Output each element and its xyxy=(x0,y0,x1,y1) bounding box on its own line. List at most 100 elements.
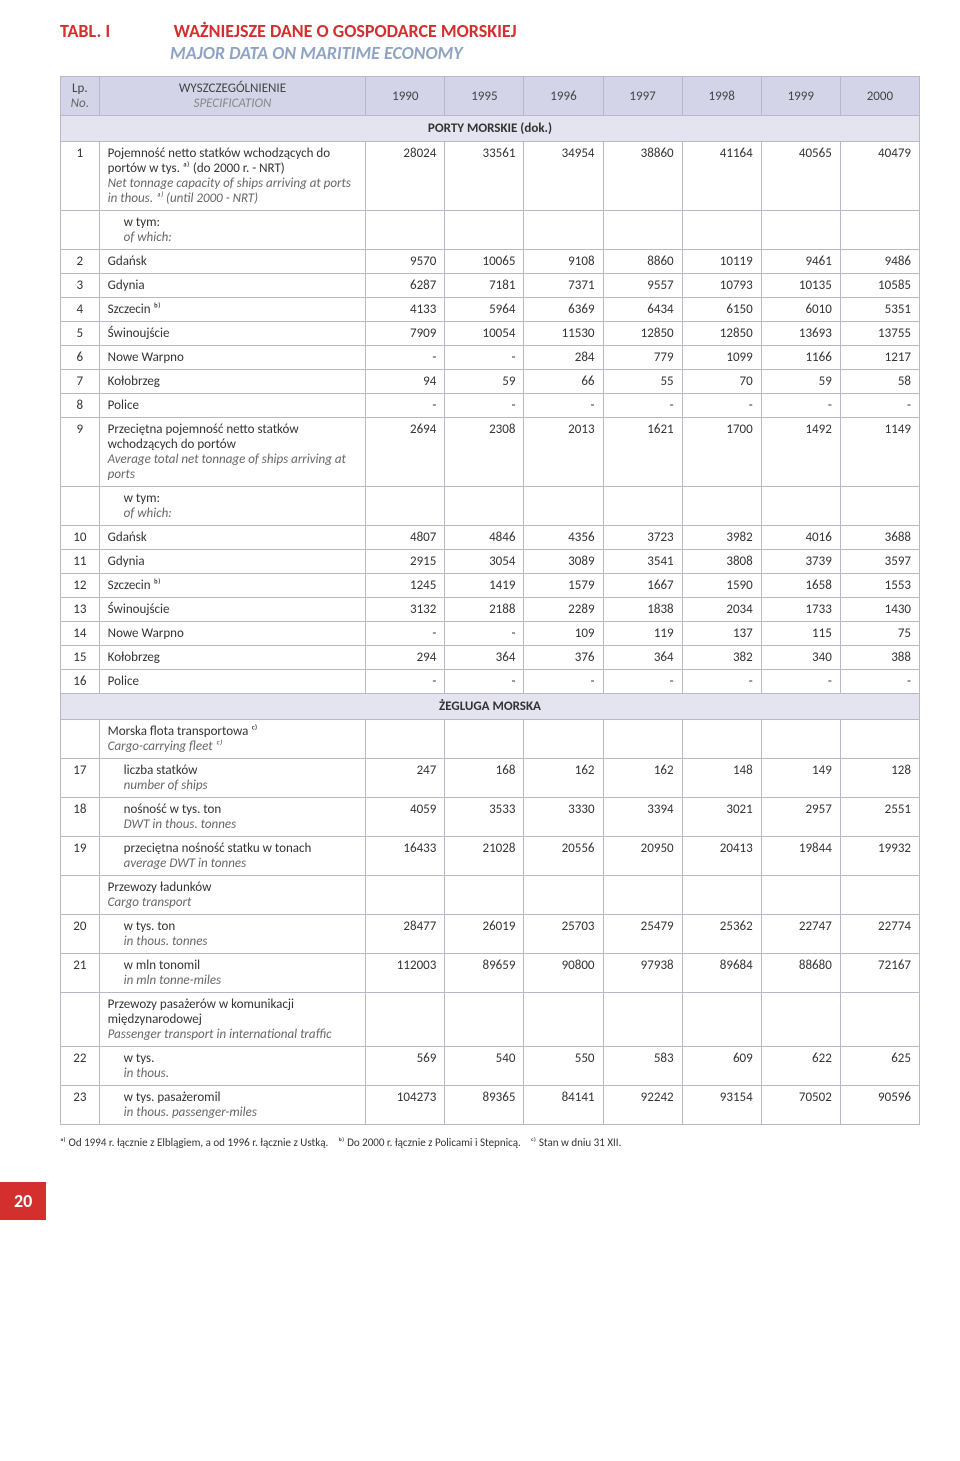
cell-value xyxy=(761,487,840,526)
table-label: TABL. I xyxy=(60,20,170,42)
cell-value: 247 xyxy=(366,759,445,798)
cell-value: 4059 xyxy=(366,798,445,837)
row-lp xyxy=(61,876,100,915)
row-lp xyxy=(61,993,100,1047)
header-year: 1990 xyxy=(366,77,445,116)
cell-value: 7181 xyxy=(445,274,524,298)
cell-value xyxy=(682,876,761,915)
cell-value: 33561 xyxy=(445,142,524,211)
header-year: 1995 xyxy=(445,77,524,116)
cell-value: 148 xyxy=(682,759,761,798)
row-specification: Kołobrzeg xyxy=(99,646,366,670)
table-row: 18nośność w tys. tonDWT in thous. tonnes… xyxy=(61,798,920,837)
cell-value: 1733 xyxy=(761,598,840,622)
cell-value: - xyxy=(366,670,445,694)
cell-value: 2694 xyxy=(366,418,445,487)
cell-value: 168 xyxy=(445,759,524,798)
cell-value: 3739 xyxy=(761,550,840,574)
table-row: w tym:of which: xyxy=(61,487,920,526)
cell-value: 2915 xyxy=(366,550,445,574)
cell-value: 41164 xyxy=(682,142,761,211)
cell-value xyxy=(840,211,919,250)
footnote-a: ᵃ⁾ Od 1994 r. łącznie z Elblągiem, a od … xyxy=(60,1136,328,1149)
cell-value: 59 xyxy=(445,370,524,394)
cell-value xyxy=(366,487,445,526)
cell-value: 779 xyxy=(603,346,682,370)
row-lp: 8 xyxy=(61,394,100,418)
cell-value: 3808 xyxy=(682,550,761,574)
row-specification: liczba statkównumber of ships xyxy=(99,759,366,798)
row-lp: 12 xyxy=(61,574,100,598)
cell-value: 569 xyxy=(366,1047,445,1086)
cell-value: 1838 xyxy=(603,598,682,622)
cell-value xyxy=(840,993,919,1047)
row-specification: w tym:of which: xyxy=(99,211,366,250)
cell-value: 3394 xyxy=(603,798,682,837)
row-specification: nośność w tys. tonDWT in thous. tonnes xyxy=(99,798,366,837)
cell-value: 28024 xyxy=(366,142,445,211)
cell-value: - xyxy=(366,622,445,646)
row-specification: Przewozy pasażerów w komunikacji międzyn… xyxy=(99,993,366,1047)
cell-value: 583 xyxy=(603,1047,682,1086)
cell-value: 6434 xyxy=(603,298,682,322)
page-number: 20 xyxy=(0,1182,46,1220)
cell-value: - xyxy=(366,394,445,418)
cell-value: 4356 xyxy=(524,526,603,550)
cell-value: 59 xyxy=(761,370,840,394)
cell-value: 9557 xyxy=(603,274,682,298)
cell-value: 22747 xyxy=(761,915,840,954)
cell-value xyxy=(524,720,603,759)
cell-value: 10135 xyxy=(761,274,840,298)
header-spec-en: SPECIFICATION xyxy=(106,96,360,111)
cell-value: 11530 xyxy=(524,322,603,346)
cell-value: 26019 xyxy=(445,915,524,954)
section-header-row: PORTY MORSKIE (dok.) xyxy=(61,116,920,142)
cell-value: 609 xyxy=(682,1047,761,1086)
cell-value: - xyxy=(682,670,761,694)
row-specification: przeciętna nośność statku w tonachaverag… xyxy=(99,837,366,876)
row-lp: 1 xyxy=(61,142,100,211)
cell-value: 7909 xyxy=(366,322,445,346)
table-header-row: Lp. No. WYSZCZEGÓLNIENIE SPECIFICATION 1… xyxy=(61,77,920,116)
table-row: 11Gdynia2915305430893541380837393597 xyxy=(61,550,920,574)
table-row: 3Gdynia6287718173719557107931013510585 xyxy=(61,274,920,298)
cell-value: - xyxy=(603,394,682,418)
row-lp xyxy=(61,720,100,759)
table-row: 12Szczecin ᵇ⁾124514191579166715901658155… xyxy=(61,574,920,598)
cell-value: 66 xyxy=(524,370,603,394)
cell-value: 115 xyxy=(761,622,840,646)
header-year: 1996 xyxy=(524,77,603,116)
row-specification: Gdańsk xyxy=(99,526,366,550)
cell-value: 89684 xyxy=(682,954,761,993)
row-lp: 10 xyxy=(61,526,100,550)
cell-value: - xyxy=(445,670,524,694)
cell-value: 1667 xyxy=(603,574,682,598)
cell-value: 4133 xyxy=(366,298,445,322)
table-row: 17liczba statkównumber of ships247168162… xyxy=(61,759,920,798)
cell-value: 9461 xyxy=(761,250,840,274)
cell-value xyxy=(445,211,524,250)
row-specification: Przeciętna pojemność netto statków wchod… xyxy=(99,418,366,487)
cell-value xyxy=(524,993,603,1047)
cell-value: 40479 xyxy=(840,142,919,211)
cell-value: 10065 xyxy=(445,250,524,274)
cell-value: 6150 xyxy=(682,298,761,322)
cell-value: 1553 xyxy=(840,574,919,598)
cell-value: 10054 xyxy=(445,322,524,346)
cell-value: 34954 xyxy=(524,142,603,211)
cell-value: 4846 xyxy=(445,526,524,550)
table-row: Przewozy pasażerów w komunikacji międzyn… xyxy=(61,993,920,1047)
cell-value: 3533 xyxy=(445,798,524,837)
cell-value xyxy=(682,993,761,1047)
cell-value: 1700 xyxy=(682,418,761,487)
cell-value xyxy=(445,720,524,759)
cell-value: 92242 xyxy=(603,1086,682,1125)
cell-value: 10119 xyxy=(682,250,761,274)
cell-value: 40565 xyxy=(761,142,840,211)
cell-value: 540 xyxy=(445,1047,524,1086)
row-specification: Szczecin ᵇ⁾ xyxy=(99,298,366,322)
row-lp: 14 xyxy=(61,622,100,646)
cell-value: - xyxy=(524,670,603,694)
cell-value: 1621 xyxy=(603,418,682,487)
cell-value xyxy=(445,993,524,1047)
